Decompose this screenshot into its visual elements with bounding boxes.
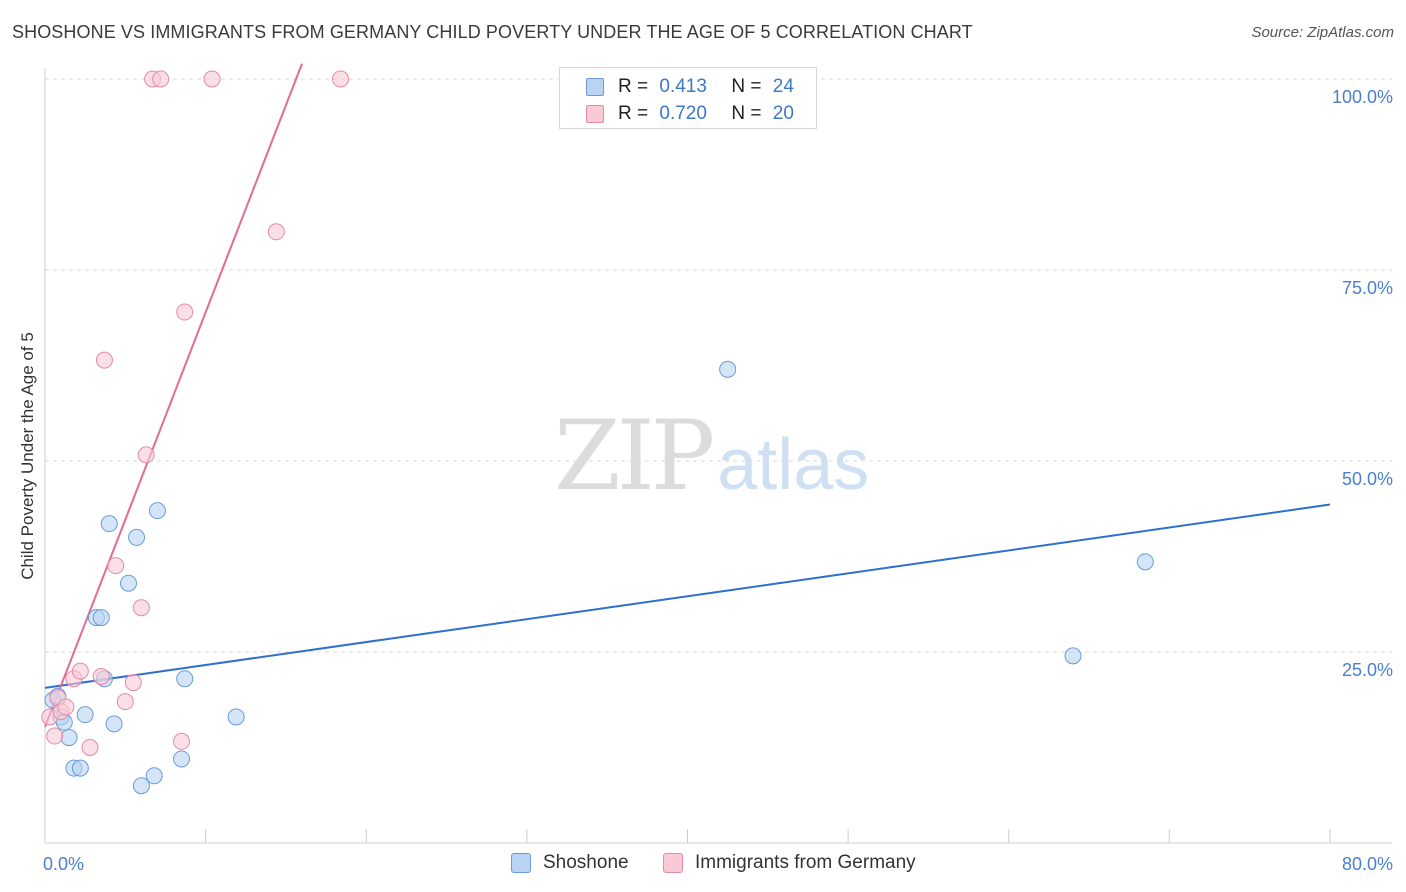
legend-r-label: R = xyxy=(618,103,649,124)
germany-point xyxy=(116,693,134,711)
germany-point xyxy=(267,223,285,241)
germany-point xyxy=(46,727,64,745)
germany-point xyxy=(173,732,191,750)
legend-swatch-shoshone xyxy=(511,853,531,873)
germany-point xyxy=(124,674,142,692)
legend-n-label: N = xyxy=(731,103,762,124)
shoshone-point xyxy=(176,670,194,688)
germany-point xyxy=(92,667,110,685)
x-tick-label: 80.0% xyxy=(1342,854,1393,874)
stats-legend: R = 0.413 N = 24 R = 0.720 N = 20 xyxy=(559,67,817,129)
legend-row-shoshone: R = 0.413 N = 24 xyxy=(586,75,794,99)
legend-swatch-germany xyxy=(586,105,604,123)
shoshone-point xyxy=(105,715,123,733)
watermark: ZIPatlas xyxy=(554,400,869,512)
shoshone-point xyxy=(92,609,110,627)
legend-n-value: 20 xyxy=(772,103,794,124)
germany-point xyxy=(95,351,113,369)
trendlines xyxy=(44,63,1331,728)
shoshone-point xyxy=(1064,647,1082,665)
shoshone-point xyxy=(71,759,89,777)
legend-r-value: 0.720 xyxy=(659,103,707,124)
shoshone-point xyxy=(148,502,166,520)
watermark-atlas: atlas xyxy=(717,425,870,505)
legend-n-label: N = xyxy=(731,76,762,97)
shoshone-point xyxy=(120,574,138,592)
shoshone-point xyxy=(173,750,191,768)
legend-r-label: R = xyxy=(618,76,649,97)
data-points xyxy=(41,70,1154,795)
shoshone-point xyxy=(132,777,150,795)
legend-label-shoshone: Shoshone xyxy=(543,852,629,873)
legend-swatch-germany xyxy=(663,853,683,873)
y-tick-label: 100.0% xyxy=(1332,87,1393,107)
germany-point xyxy=(152,70,170,88)
shoshone-point xyxy=(76,706,94,724)
legend-label-germany: Immigrants from Germany xyxy=(695,852,916,873)
germany-point xyxy=(107,557,125,575)
tick-labels: 25.0% 50.0% 75.0% 100.0% 0.0% 80.0% xyxy=(43,87,1393,874)
germany-point xyxy=(71,662,89,680)
germany-point xyxy=(132,599,150,617)
legend-swatch-shoshone xyxy=(586,78,604,96)
legend-r-value: 0.413 xyxy=(659,76,707,97)
germany-point xyxy=(81,739,99,756)
legend-item-germany[interactable]: Immigrants from Germany xyxy=(663,852,916,874)
germany-point xyxy=(137,446,155,464)
shoshone-point xyxy=(145,767,163,785)
germany-trendline xyxy=(44,63,303,728)
legend-n-value: 24 xyxy=(772,76,794,97)
shoshone-trendline xyxy=(44,503,1331,689)
series-legend: Shoshone Immigrants from Germany xyxy=(0,852,1406,878)
shoshone-point xyxy=(719,360,737,378)
shoshone-point xyxy=(227,708,245,726)
shoshone-point xyxy=(128,528,146,546)
legend-row-germany: R = 0.720 N = 20 xyxy=(586,102,794,126)
y-tick-label: 75.0% xyxy=(1342,278,1393,298)
watermark-zip: ZIP xyxy=(554,400,715,512)
germany-point xyxy=(203,70,221,88)
shoshone-point xyxy=(60,729,78,747)
shoshone-point xyxy=(100,515,118,533)
axes xyxy=(44,68,1392,844)
chart-title: SHOSHONE VS IMMIGRANTS FROM GERMANY CHIL… xyxy=(12,22,973,42)
source-label: Source: ZipAtlas.com xyxy=(1251,24,1394,41)
germany-point xyxy=(332,70,350,88)
y-tick-label: 25.0% xyxy=(1342,660,1393,680)
x-tick-label: 0.0% xyxy=(43,854,84,874)
germany-point xyxy=(176,303,194,321)
legend-item-shoshone[interactable]: Shoshone xyxy=(511,852,629,874)
shoshone-point xyxy=(1136,553,1154,571)
y-tick-label: 50.0% xyxy=(1342,469,1393,489)
gridlines xyxy=(45,78,1392,653)
germany-point xyxy=(57,698,75,716)
